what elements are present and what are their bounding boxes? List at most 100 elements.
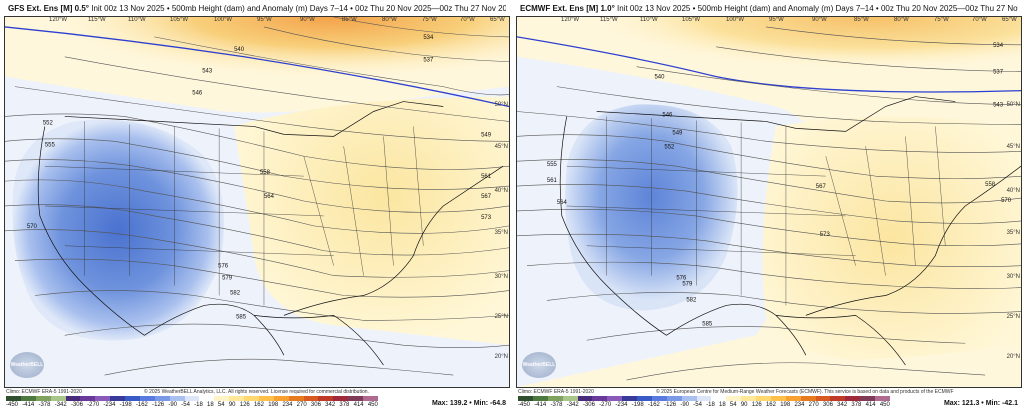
positive-anomaly-east	[234, 96, 509, 346]
colorbar-swatch	[651, 396, 667, 401]
svg-text:582: 582	[230, 291, 241, 297]
colorbar-swatch	[184, 396, 200, 401]
colorbar-swatch	[288, 396, 304, 401]
colorbar-swatch	[726, 396, 742, 401]
country-borders	[37, 101, 504, 366]
gfs-map-svg: 534 537 540 543 546 549 552 555 558 561 …	[5, 17, 509, 387]
colorbar-tick: 342	[325, 402, 336, 408]
colorbar-swatch	[20, 396, 36, 401]
colorbar-tick: 162	[253, 402, 264, 408]
svg-text:585: 585	[236, 314, 247, 320]
svg-text:570: 570	[1001, 198, 1012, 204]
colorbar-tick: 198	[268, 402, 279, 408]
gfs-map: 534 537 540 543 546 549 552 555 558 561 …	[4, 16, 510, 388]
colorbar-tick: 90	[740, 402, 748, 408]
svg-text:552: 552	[664, 144, 675, 150]
colorbar-swatch	[800, 396, 816, 401]
svg-text:534: 534	[993, 43, 1004, 49]
colorbar-swatch	[273, 396, 289, 401]
positive-anomaly-north	[5, 17, 509, 127]
colorbar-tick: -414	[534, 402, 547, 408]
colorbar-swatch	[622, 396, 637, 401]
svg-text:543: 543	[993, 103, 1004, 109]
colorbar-swatch	[681, 396, 697, 401]
gfs-climo: Climo: ECMWF ERA-5 1991-2020	[6, 389, 82, 395]
colorbar-swatch	[666, 396, 682, 401]
colorbar-tick: 234	[282, 402, 293, 408]
svg-text:579: 579	[222, 276, 233, 282]
colorbar-tick: 198	[780, 402, 791, 408]
colorbar-tick: -90	[168, 402, 178, 408]
colorbar-tick: 162	[765, 402, 776, 408]
colorbar-tick: -54	[181, 402, 190, 408]
colorbar-swatch	[562, 396, 578, 401]
colorbar-tick: -450	[518, 402, 531, 408]
ecmwf-map-svg: 534 537 540 543 546 549 552 555 558 561 …	[517, 17, 1021, 387]
svg-text:573: 573	[481, 215, 492, 221]
svg-text:567: 567	[481, 194, 492, 200]
weatherbell-logo: WeatherBELL	[522, 352, 556, 378]
colorbar-tick: -162	[135, 402, 148, 408]
colorbar-tick: 450	[879, 402, 890, 408]
svg-text:558: 558	[985, 182, 996, 188]
colorbar-swatch	[577, 396, 593, 401]
colorbar-tick: 270	[296, 402, 307, 408]
colorbar-swatch	[154, 396, 170, 401]
colorbar-ticks: -450 -414 -378 -342 -306 -270 -234 -198 -162 -126…	[6, 402, 378, 408]
svg-text:537: 537	[993, 70, 1004, 76]
svg-text:582: 582	[686, 297, 697, 303]
svg-text:540: 540	[654, 75, 665, 81]
colorbar-swatch	[547, 396, 563, 401]
colorbar-swatch	[348, 396, 363, 401]
gfs-max-min: Max: 139.2 • Min: -64.8	[431, 400, 506, 407]
colorbar-tick: -126	[152, 402, 165, 408]
contour-labels: 534 537 540 543 546 549 552 555 558 561 …	[27, 35, 492, 320]
contour-labels: 534 537 540 543 546 549 552 555 558 561 …	[547, 43, 1012, 327]
colorbar-swatches	[518, 396, 890, 401]
gfs-credit: © 2025 WeatherBELL Analytics, LLC. All r…	[144, 389, 369, 395]
ecmwf-panel: ECMWF Ext. Ens [M] 1.0° Init 00z 13 Nov …	[516, 0, 1022, 412]
ecmwf-climo: Climo: ECMWF ERA-5 1991-2020	[518, 389, 594, 395]
colorbar-swatch	[363, 396, 378, 401]
state-borders	[44, 121, 424, 306]
colorbar-tick: -270	[599, 402, 612, 408]
colorbar-swatch	[318, 396, 334, 401]
colorbar-swatch	[592, 396, 608, 401]
colorbar-swatch	[169, 396, 185, 401]
positive-anomaly-east	[762, 116, 1021, 361]
colorbar-tick: 54	[729, 402, 737, 408]
colorbar-swatch	[303, 396, 319, 401]
colorbar-tick: 378	[339, 402, 350, 408]
colorbar-ticks: -450 -414 -378 -342 -306 -270 -234 -198 -162 -126…	[518, 402, 890, 408]
colorbar-swatch	[6, 396, 21, 401]
ecmwf-credit: © 2025 European Centre for Medium-Range …	[656, 389, 954, 395]
ecmwf-latitude-labels: 50°N 45°N 40°N 35°N 30°N 25°N 20°N	[1006, 102, 1020, 360]
colorbar-swatch	[860, 396, 875, 401]
svg-text:552: 552	[43, 120, 54, 126]
colorbar-swatch	[532, 396, 548, 401]
colorbar-swatch	[756, 396, 771, 401]
gfs-colorbar: -450 -414 -378 -342 -306 -270 -234 -198 -162 -126…	[6, 396, 378, 410]
gfs-latitude-labels: 50°N 45°N 40°N 35°N 30°N 25°N 20°N	[494, 102, 508, 360]
svg-text:573: 573	[820, 232, 831, 238]
colorbar-tick: -378	[38, 402, 51, 408]
svg-text:537: 537	[423, 58, 434, 64]
colorbar-tick: -234	[103, 402, 116, 408]
colorbar-swatch	[333, 396, 349, 401]
svg-text:564: 564	[264, 194, 275, 200]
colorbar-tick: -234	[615, 402, 628, 408]
svg-text:585: 585	[702, 321, 713, 327]
colorbar-swatch	[65, 396, 81, 401]
ecmwf-max-min: Max: 121.3 • Min: -42.1	[943, 400, 1018, 407]
negative-anomaly-west	[12, 119, 225, 341]
colorbar-tick: 126	[239, 402, 250, 408]
positive-anomaly-north	[517, 17, 1021, 112]
colorbar-tick: -18	[194, 402, 203, 408]
colorbar-tick: -162	[647, 402, 660, 408]
colorbar-swatch	[875, 396, 890, 401]
svg-text:546: 546	[192, 91, 203, 97]
colorbar-swatch	[830, 396, 846, 401]
blue-contour	[517, 36, 1021, 93]
colorbar-swatch	[50, 396, 66, 401]
colorbar-tick: 126	[751, 402, 762, 408]
